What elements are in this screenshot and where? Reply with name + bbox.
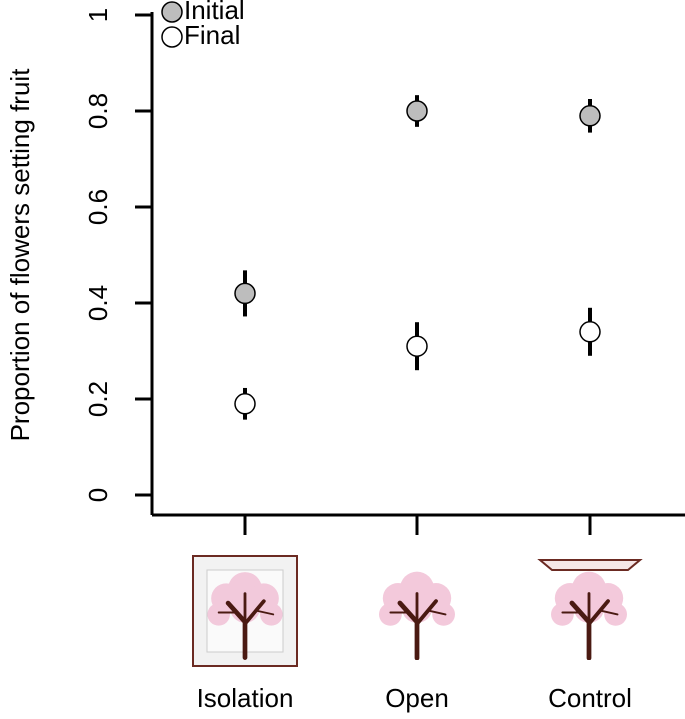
x-tick-label: Control xyxy=(548,683,632,713)
point xyxy=(234,282,256,305)
point xyxy=(406,100,428,122)
cage-isolation xyxy=(192,555,298,667)
point xyxy=(406,335,428,357)
y-tick-label: 1 xyxy=(83,8,113,22)
y-tick-label: 0.2 xyxy=(83,381,113,417)
legend-marker xyxy=(161,1,183,23)
y-tick-label: 0.4 xyxy=(83,285,113,321)
point xyxy=(234,393,256,415)
roof-control xyxy=(537,559,643,658)
y-axis-label: Proportion of flowers setting fruit xyxy=(5,68,35,442)
legend-label: Initial xyxy=(184,0,245,25)
x-tick-label: Open xyxy=(385,683,449,713)
tree-open xyxy=(379,572,455,658)
legend-marker xyxy=(161,26,183,48)
y-tick-label: 0.6 xyxy=(83,189,113,225)
point xyxy=(579,105,601,127)
x-tick-label: Isolation xyxy=(197,683,294,713)
legend-label: Final xyxy=(184,20,240,50)
y-tick-label: 0.8 xyxy=(83,93,113,129)
y-tick-label: 0 xyxy=(83,488,113,502)
point xyxy=(579,321,601,343)
